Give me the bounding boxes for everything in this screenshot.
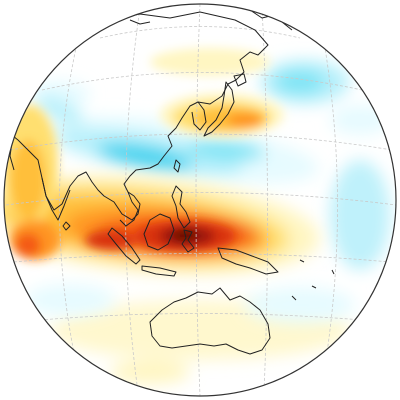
new-guinea-coast xyxy=(217,247,279,275)
japan-coast xyxy=(203,81,235,137)
sulawesi-coast xyxy=(181,229,195,253)
sri-lanka-coast xyxy=(62,221,71,231)
borneo-coast xyxy=(143,213,175,251)
subtropical-cool-band xyxy=(36,96,319,184)
eastern-tropical-cool xyxy=(25,81,390,323)
indochina-coast xyxy=(119,191,139,227)
western-indian-ocean-lobe xyxy=(4,105,60,260)
graticule xyxy=(5,4,396,396)
hokkaido-coast xyxy=(233,73,247,87)
pacific-islands xyxy=(291,259,335,301)
australia-coast xyxy=(149,287,271,355)
taiwan-coast xyxy=(173,159,181,173)
asia-coast xyxy=(7,11,269,221)
globe-outline xyxy=(3,3,397,397)
coastlines xyxy=(7,9,335,355)
korea-coast xyxy=(191,101,207,131)
india-coast xyxy=(41,177,71,221)
philippines-coast xyxy=(171,185,191,229)
sumatra-coast xyxy=(107,227,141,265)
java-coast xyxy=(141,265,177,277)
anomaly-field xyxy=(4,4,396,396)
